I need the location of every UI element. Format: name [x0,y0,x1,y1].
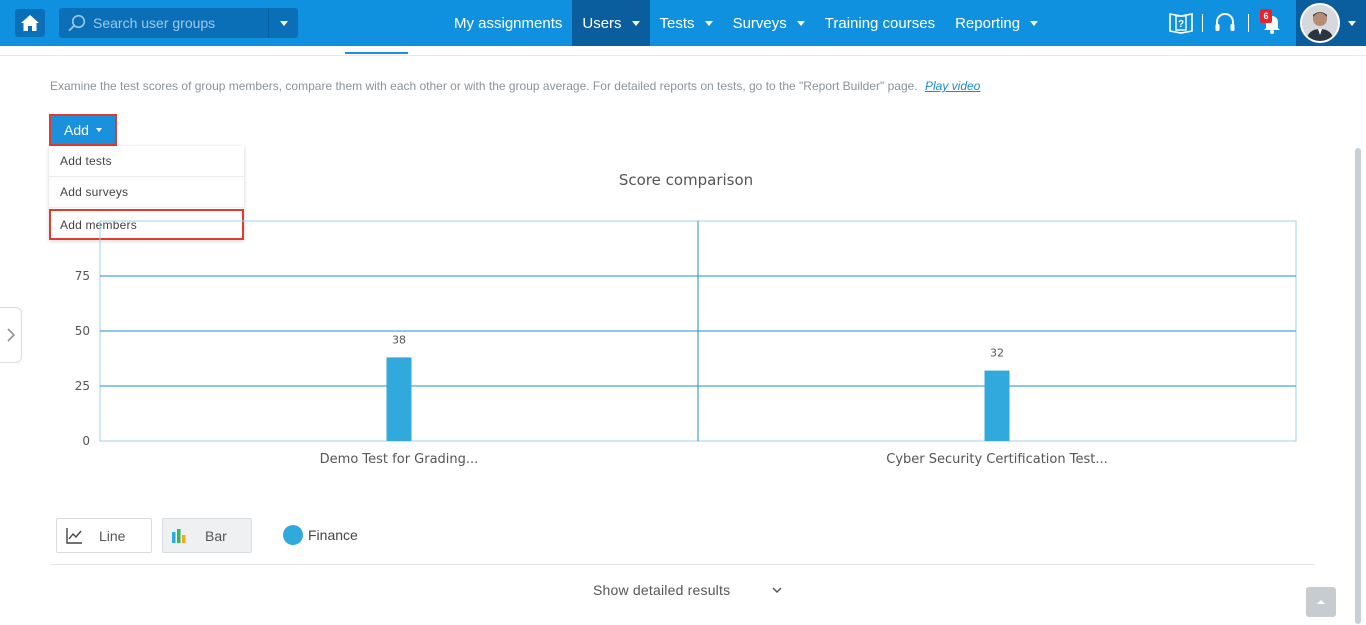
add-button-label: Add [64,122,89,138]
search-icon [68,14,86,32]
y-tick-label: 0 [82,434,90,448]
main-nav: My assignments Users Tests Surveys Train… [444,0,1048,46]
description-text: Examine the test scores of group members… [50,79,918,93]
divider [0,55,1366,56]
bar-button-label: Bar [205,528,227,544]
divider [51,564,1315,565]
scroll-to-top-button[interactable] [1306,587,1336,617]
line-chart-button[interactable]: Line [56,518,152,553]
nav-tests[interactable]: Tests [650,0,723,46]
chevron-down-icon [631,20,640,26]
divider [1202,14,1203,32]
nav-label: Tests [659,14,695,32]
chevron-right-icon [6,328,15,342]
x-tick-label: Demo Test for Grading... [320,452,479,467]
nav-users[interactable]: Users [572,0,650,46]
active-tab-indicator [345,52,408,54]
home-icon [21,15,39,31]
chevron-down-icon [704,20,713,26]
svg-text:?: ? [1178,19,1184,30]
search-input[interactable] [93,13,289,33]
nav-surveys[interactable]: Surveys [723,0,815,46]
line-button-label: Line [99,528,126,544]
bar-chart-button[interactable]: Bar [162,518,252,553]
caret-up-icon [1317,600,1325,604]
home-button[interactable] [15,9,45,37]
vertical-scrollbar[interactable] [1355,148,1361,624]
user-photo-icon [1302,5,1338,41]
add-dropdown-menu: Add tests Add surveys Add members [49,146,244,240]
sidebar-expand-toggle[interactable] [0,307,22,363]
search-dropdown-toggle[interactable] [268,8,298,38]
chevron-down-icon [1030,20,1039,26]
nav-label: Users [582,14,622,32]
chevron-down-icon [1348,21,1356,26]
menu-item-add-surveys[interactable]: Add surveys [49,177,244,208]
chevron-down-icon[interactable] [770,583,784,597]
x-tick-label: Cyber Security Certification Test... [886,452,1107,467]
bar [386,357,412,441]
nav-my-assignments[interactable]: My assignments [444,0,572,46]
nav-label: Training courses [824,14,936,32]
profile-menu[interactable] [1296,0,1366,46]
line-chart-icon [66,528,82,544]
user-group-search [59,8,298,38]
divider [1248,14,1249,32]
help-book-icon[interactable]: ? [1168,11,1194,35]
data-label: 32 [990,347,1004,360]
add-button[interactable]: Add [49,114,117,146]
page-description: Examine the test scores of group members… [50,79,980,93]
bar-chart-icon [172,529,186,543]
chart-title: Score comparison [618,171,754,189]
legend-marker-finance[interactable] [283,525,303,545]
notification-badge: 6 [1260,9,1272,23]
menu-item-add-tests[interactable]: Add tests [49,146,244,177]
bar [984,370,1010,441]
chevron-down-icon [279,20,288,26]
nav-training-courses[interactable]: Training courses [815,0,945,46]
nav-label: Reporting [955,14,1021,32]
chevron-down-icon [796,20,805,26]
y-tick-label: 25 [75,379,90,393]
y-tick-label: 75 [75,269,90,283]
avatar [1300,3,1340,43]
data-label: 38 [392,333,406,346]
nav-label: Surveys [732,14,787,32]
y-tick-label: 50 [75,324,90,338]
headset-icon[interactable] [1213,12,1237,34]
top-navigation-bar: My assignments Users Tests Surveys Train… [0,0,1366,46]
chevron-down-icon [95,128,102,132]
nav-reporting[interactable]: Reporting [945,0,1048,46]
show-detailed-results-toggle[interactable]: Show detailed results [593,582,731,598]
legend-label-finance: Finance [308,527,358,543]
play-video-link[interactable]: Play video [924,79,981,93]
nav-label: My assignments [454,14,563,32]
